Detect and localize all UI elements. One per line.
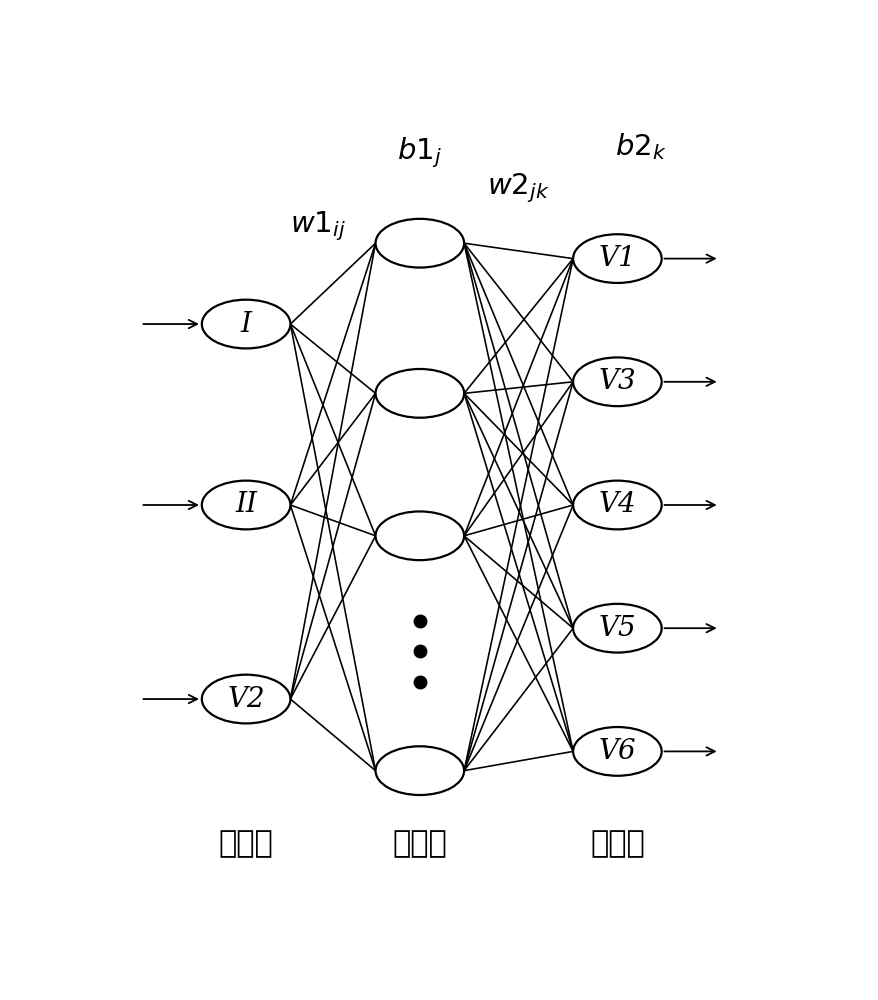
Text: 隐藏层: 隐藏层 (392, 829, 447, 858)
Ellipse shape (572, 727, 661, 776)
Ellipse shape (375, 511, 464, 560)
Text: $w2_{jk}$: $w2_{jk}$ (486, 171, 550, 205)
Text: V3: V3 (598, 368, 636, 395)
Text: II: II (234, 491, 257, 518)
Text: V5: V5 (598, 615, 636, 642)
Text: V2: V2 (227, 686, 264, 713)
Ellipse shape (572, 357, 661, 406)
Text: $b2_k$: $b2_k$ (615, 132, 666, 162)
Text: $w1_{ij}$: $w1_{ij}$ (290, 210, 345, 243)
Ellipse shape (202, 300, 290, 348)
Text: 输入层: 输入层 (219, 829, 273, 858)
Ellipse shape (202, 675, 290, 723)
Ellipse shape (572, 481, 661, 529)
Ellipse shape (202, 481, 290, 529)
Ellipse shape (375, 746, 464, 795)
Ellipse shape (375, 369, 464, 418)
Ellipse shape (375, 219, 464, 268)
Ellipse shape (572, 234, 661, 283)
Text: V6: V6 (598, 738, 636, 765)
Ellipse shape (572, 604, 661, 653)
Text: I: I (241, 311, 251, 338)
Text: $b1_j$: $b1_j$ (397, 135, 442, 170)
Text: 输出层: 输出层 (589, 829, 644, 858)
Text: V1: V1 (598, 245, 636, 272)
Text: V4: V4 (598, 491, 636, 518)
